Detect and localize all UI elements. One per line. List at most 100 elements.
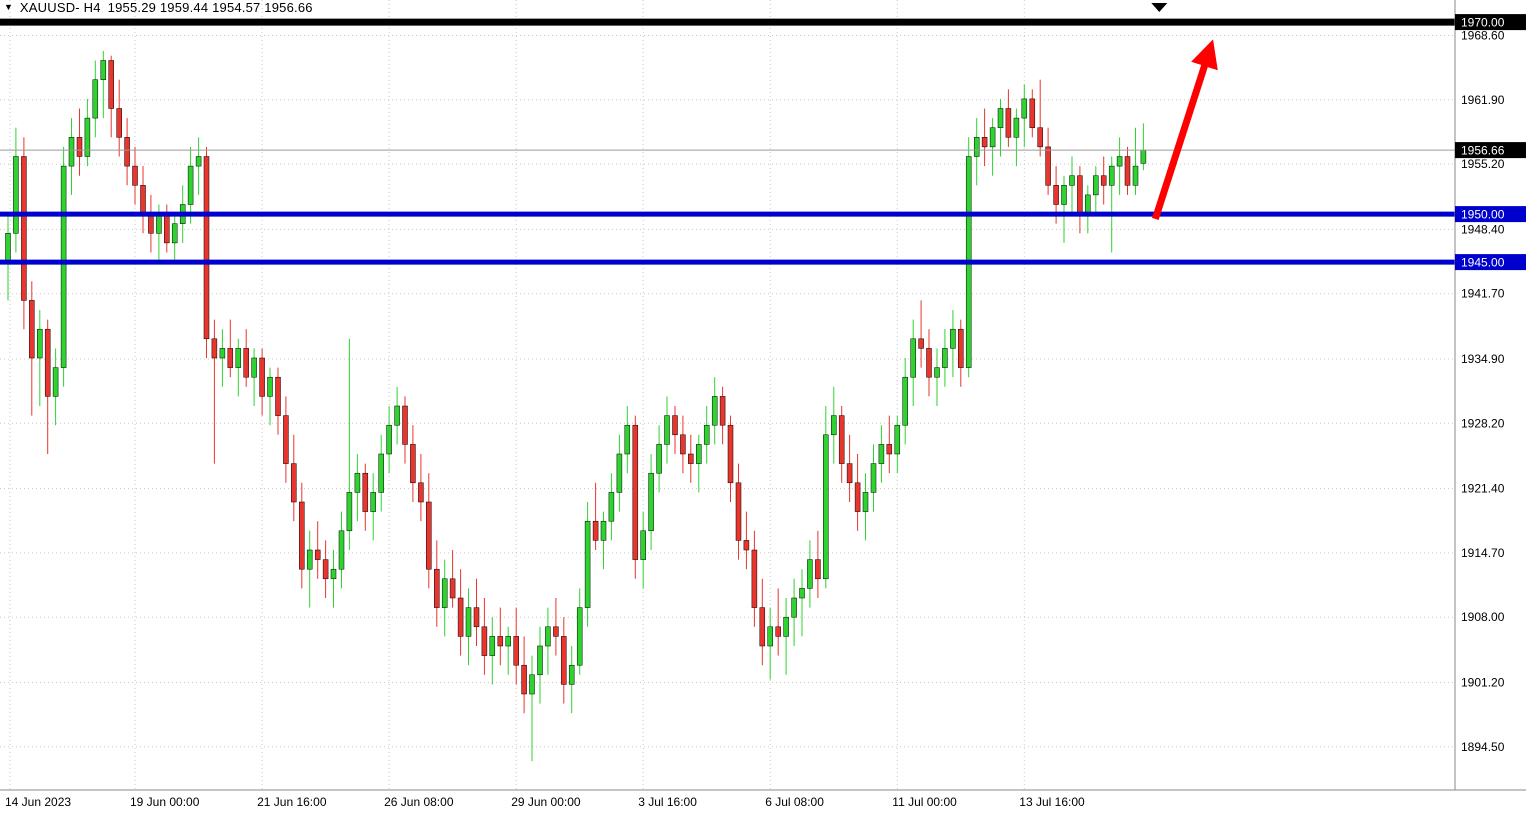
candle (306, 549, 313, 570)
candle (275, 376, 281, 416)
candle (815, 559, 821, 580)
candle (640, 530, 646, 560)
candle (394, 405, 400, 426)
candle (29, 300, 35, 359)
candle (235, 348, 242, 368)
candle (362, 472, 369, 512)
candle (719, 396, 726, 426)
svg-text:1948.40: 1948.40 (1461, 222, 1505, 236)
svg-text:29 Jun 00:00: 29 Jun 00:00 (511, 795, 581, 809)
candle (735, 482, 742, 541)
candle (759, 607, 766, 647)
svg-text:1968.60: 1968.60 (1461, 29, 1505, 43)
candle (600, 520, 607, 541)
candle (489, 636, 496, 656)
candles-layer (5, 50, 1147, 762)
candle (703, 424, 710, 445)
candle (497, 636, 504, 647)
candle (156, 213, 162, 234)
candle (958, 328, 964, 368)
candle (100, 60, 107, 80)
candle (561, 636, 567, 685)
candle (68, 137, 75, 167)
candle (203, 156, 210, 340)
candle (529, 674, 535, 695)
svg-text:1961.90: 1961.90 (1461, 93, 1505, 107)
svg-text:1941.70: 1941.70 (1461, 287, 1505, 301)
candle (338, 530, 345, 570)
candle (1085, 194, 1091, 215)
candle (410, 444, 416, 484)
candle (211, 338, 218, 359)
candle (505, 636, 511, 647)
candle (934, 367, 940, 378)
candle (116, 108, 122, 138)
candle (1037, 127, 1043, 148)
candle (1116, 156, 1123, 167)
candle (1005, 108, 1012, 138)
candle (44, 328, 51, 397)
candle (314, 549, 321, 560)
candle (426, 501, 432, 570)
candle (60, 165, 67, 368)
candle (124, 137, 130, 167)
candle (672, 415, 678, 436)
candle (108, 60, 114, 109)
candle (616, 453, 623, 493)
candle (608, 492, 615, 522)
candle (195, 156, 202, 167)
candle (354, 472, 361, 493)
price-axis-labels: 1970.00 1950.00 1945.00 1956.66 (1455, 14, 1526, 271)
svg-text:14 Jun 2023: 14 Jun 2023 (5, 795, 71, 809)
candle (568, 664, 575, 685)
trend-arrow[interactable] (1151, 39, 1218, 220)
candle (171, 223, 178, 244)
candle (624, 424, 631, 455)
price-label-text: 1945.00 (1461, 256, 1505, 270)
candle (584, 520, 591, 608)
candle (1069, 175, 1075, 186)
candle (521, 664, 527, 695)
candle (791, 597, 797, 618)
candle (775, 626, 781, 637)
candle (473, 607, 480, 628)
svg-text:1921.40: 1921.40 (1461, 482, 1505, 496)
candle (76, 137, 83, 157)
svg-text:1928.20: 1928.20 (1461, 416, 1505, 430)
candle (1124, 156, 1131, 186)
candle (545, 626, 551, 647)
candle (1132, 165, 1139, 186)
candle (838, 415, 845, 464)
price-label-text: 1970.00 (1461, 16, 1505, 30)
candle (1093, 175, 1099, 196)
svg-text:26 Jun 08:00: 26 Jun 08:00 (384, 795, 454, 809)
candle (751, 549, 758, 608)
svg-text:1914.70: 1914.70 (1461, 546, 1505, 560)
candle (831, 415, 837, 436)
candle (267, 376, 273, 397)
candle (981, 137, 988, 148)
candle (894, 424, 901, 455)
candle (386, 424, 392, 455)
price-label-text: 1950.00 (1461, 208, 1505, 222)
svg-text:1955.20: 1955.20 (1461, 157, 1505, 171)
candle (537, 645, 543, 676)
candle (21, 156, 27, 301)
candle (767, 626, 773, 647)
candle (434, 568, 440, 608)
candle (1029, 98, 1036, 128)
candle (187, 165, 194, 205)
svg-text:1908.00: 1908.00 (1461, 610, 1505, 624)
price-label-box (1455, 254, 1526, 271)
candle (402, 405, 408, 445)
candle (1045, 146, 1051, 186)
candle (5, 233, 11, 263)
candle (870, 463, 877, 493)
candle (1108, 165, 1115, 186)
candle (465, 607, 472, 637)
svg-text:1894.50: 1894.50 (1461, 740, 1505, 754)
candle (291, 463, 297, 503)
svg-text:1934.90: 1934.90 (1461, 352, 1505, 366)
